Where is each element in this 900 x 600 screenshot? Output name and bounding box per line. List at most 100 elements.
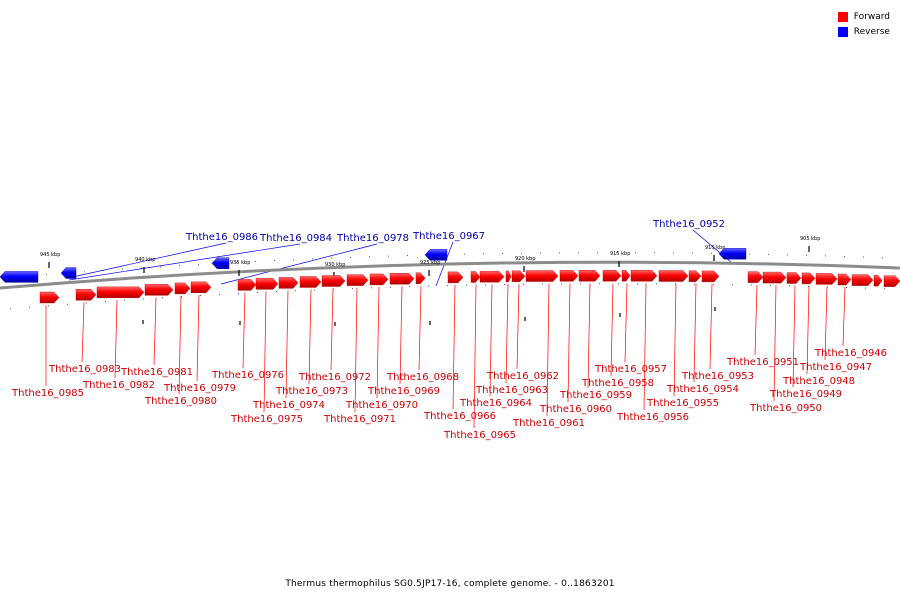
ruler-minor-dot: [559, 252, 560, 254]
forward-gene-arrow[interactable]: [883, 275, 900, 287]
forward-gene-arrow[interactable]: [278, 277, 299, 289]
ruler-minor-dot: [162, 297, 163, 299]
forward-gene-arrow[interactable]: [621, 270, 631, 282]
forward-gene-label: Ththe16_0973: [275, 386, 348, 397]
forward-gene-label: Ththe16_0968: [386, 372, 459, 383]
genome-backbone: [0, 260, 900, 290]
ruler-tick-label: 935 kbp: [230, 260, 250, 266]
forward-gene-label: Ththe16_0949: [769, 389, 842, 400]
ruler-tick-label: 925 kbp: [420, 260, 440, 266]
forward-gene-arrow[interactable]: [511, 270, 526, 283]
forward-gene-arrow[interactable]: [190, 281, 212, 294]
ruler-minor-dot: [46, 274, 47, 276]
forward-gene-arrow[interactable]: [747, 271, 764, 283]
forward-label-leader: [473, 284, 477, 429]
forward-gene-arrow[interactable]: [321, 275, 346, 287]
ruler-minor-dot: [863, 256, 864, 258]
forward-gene-arrow[interactable]: [786, 272, 802, 284]
forward-gene-arrow[interactable]: [762, 271, 787, 284]
ruler-minor-dot: [540, 252, 541, 254]
forward-label-leader: [693, 283, 697, 383]
forward-gene-label: Ththe16_0954: [666, 384, 739, 395]
forward-label-leader: [285, 290, 289, 399]
forward-gene-arrow[interactable]: [255, 278, 279, 290]
forward-label-leader: [399, 286, 403, 385]
forward-gene-label: Ththe16_0955: [646, 398, 719, 409]
forward-label-leader: [806, 285, 810, 375]
ruler-minor-dot: [428, 285, 429, 287]
genome-caption: Thermus thermophilus SG0.5JP17-16, compl…: [285, 579, 615, 589]
forward-gene-arrow[interactable]: [525, 270, 559, 282]
forward-gene-arrow[interactable]: [701, 270, 720, 283]
forward-gene-arrow[interactable]: [389, 273, 415, 285]
forward-gene-arrow[interactable]: [815, 273, 838, 285]
ruler-minor-dot: [578, 252, 579, 254]
ruler-minor-dot: [618, 283, 619, 285]
ruler-minor-dot: [141, 267, 142, 269]
forward-gene-arrow[interactable]: [299, 276, 322, 288]
reverse-gene-arrow[interactable]: [211, 257, 230, 269]
ruler-minor-dot: [447, 285, 448, 287]
forward-gene-arrow[interactable]: [447, 271, 464, 284]
forward-label-leader: [308, 289, 312, 385]
reverse-gene-label: Ththe16_0984: [259, 233, 332, 244]
ruler-tick-label: 940 kbp: [135, 257, 155, 263]
ruler-minor-dot: [352, 287, 353, 289]
forward-gene-arrow[interactable]: [801, 272, 816, 285]
forward-gene-arrow[interactable]: [630, 270, 658, 282]
forward-gene-arrow[interactable]: [96, 286, 145, 299]
reverse-gene-label: Ththe16_0967: [412, 231, 485, 242]
forward-gene-arrow[interactable]: [144, 284, 174, 296]
forward-gene-arrow[interactable]: [346, 274, 369, 286]
forward-gene-arrow[interactable]: [369, 273, 389, 286]
ruler-minor-dot: [846, 286, 847, 288]
forward-gene-arrow[interactable]: [415, 272, 426, 284]
forward-label-leader: [153, 297, 157, 366]
forward-label-leader: [546, 283, 550, 417]
forward-label-leader: [567, 283, 571, 403]
forward-gene-arrow[interactable]: [578, 270, 601, 282]
reverse-gene-arrow[interactable]: [718, 248, 747, 260]
reverse-gene-arrow[interactable]: [0, 271, 39, 283]
forward-gene-label: Ththe16_0959: [559, 390, 632, 401]
ruler-minor-dot: [67, 303, 68, 305]
forward-gene-label: Ththe16_0953: [681, 371, 754, 382]
ruler-minor-dot: [84, 271, 85, 273]
ruler-minor-dot: [637, 283, 638, 285]
forward-gene-label: Ththe16_0969: [367, 386, 440, 397]
ruler-tick-label: 915 kbp: [610, 251, 630, 257]
ruler-minor-dot: [466, 284, 467, 286]
forward-gene-arrow[interactable]: [75, 289, 97, 301]
ruler-minor-dot: [160, 266, 161, 268]
forward-gene-arrow[interactable]: [174, 282, 191, 295]
ruler-minor-dot: [312, 258, 313, 260]
ruler-minor-dot: [29, 306, 30, 308]
forward-label-leader: [773, 285, 777, 402]
reverse-gene-arrow[interactable]: [424, 249, 448, 261]
ruler-tick-label: 910 kbp: [705, 245, 725, 251]
backbone-line: [0, 260, 900, 290]
forward-gene-arrow[interactable]: [873, 274, 883, 287]
forward-gene-arrow[interactable]: [688, 270, 702, 282]
forward-gene-arrow[interactable]: [479, 270, 505, 283]
ruler-minor-dot: [390, 286, 391, 288]
forward-gene-label: Ththe16_0965: [443, 430, 516, 441]
forward-label-leader: [587, 283, 591, 389]
forward-gene-arrow[interactable]: [470, 271, 481, 283]
forward-gene-arrow[interactable]: [559, 270, 579, 282]
forward-gene-arrow[interactable]: [837, 273, 852, 286]
forward-gene-arrow[interactable]: [505, 270, 512, 283]
forward-gene-arrow[interactable]: [39, 291, 60, 304]
forward-gene-arrow[interactable]: [851, 274, 874, 286]
forward-gene-label: Ththe16_0976: [211, 370, 284, 381]
forward-gene-arrow[interactable]: [602, 270, 622, 282]
ruler-tick-label: 905 kbp: [800, 236, 820, 242]
ruler-minor-dot: [713, 283, 714, 285]
ruler-minor-dot: [485, 284, 486, 286]
ruler-minor-dot: [388, 255, 389, 257]
forward-label-leader: [824, 286, 828, 361]
forward-gene-label: Ththe16_0981: [120, 367, 193, 378]
forward-gene-arrow[interactable]: [237, 279, 257, 291]
reverse-gene-arrow[interactable]: [60, 267, 77, 279]
forward-gene-arrow[interactable]: [658, 270, 689, 282]
